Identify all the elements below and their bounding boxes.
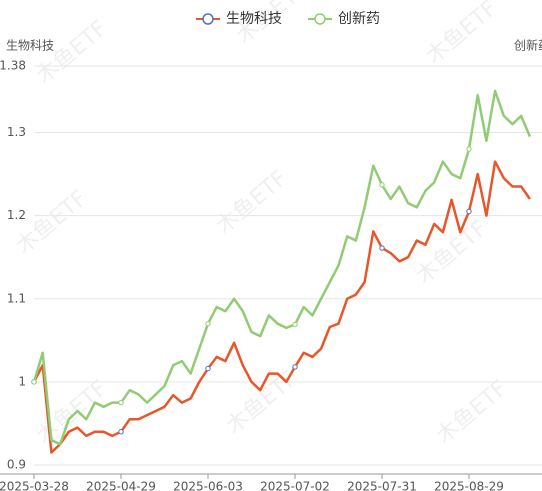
legend-icon — [202, 13, 214, 25]
watermark: 木鱼ETF — [432, 376, 512, 449]
point-marker — [205, 365, 211, 372]
y-axis-label: 生物科技 — [6, 39, 54, 53]
y-tick-label: 1 — [18, 374, 26, 388]
x-tick-label: 2025-08-29 — [434, 480, 504, 491]
point-marker — [379, 182, 385, 188]
y-tick-label: 1.1 — [7, 291, 26, 305]
x-tick-label: 2025-07-02 — [260, 480, 330, 491]
watermark: 木鱼ETF — [12, 186, 92, 259]
watermark: 木鱼ETF — [422, 0, 502, 69]
legend-label: 创新药 — [338, 11, 380, 27]
x-tick-label: 2025-04-29 — [86, 480, 156, 491]
legend-label: 生物科技 — [226, 11, 282, 27]
x-tick-label: 2025-03-28 — [0, 480, 69, 491]
series-line — [32, 160, 531, 454]
legend-icon — [314, 13, 326, 25]
watermark: 木鱼ETF — [212, 166, 292, 239]
y2-axis-label: 创新药 — [514, 38, 542, 53]
point-marker — [292, 364, 298, 370]
point-marker — [379, 245, 385, 251]
x-tick-label: 2025-06-03 — [173, 480, 243, 491]
point-marker — [118, 399, 124, 406]
y-tick-label: 1.38 — [0, 59, 26, 73]
point-marker — [466, 146, 472, 152]
point-marker — [292, 321, 298, 328]
point-marker — [466, 208, 472, 215]
y-tick-label: 0.9 — [7, 458, 26, 472]
watermark: 木鱼ETF — [412, 216, 492, 289]
x-tick-label: 2025-07-31 — [347, 480, 417, 491]
point-marker — [205, 320, 211, 327]
y-tick-label: 1.3 — [7, 125, 26, 139]
point-marker — [31, 379, 37, 385]
y-tick-label: 1.2 — [7, 208, 26, 222]
point-marker — [118, 429, 124, 435]
series-line — [32, 89, 532, 446]
watermark: 木鱼ETF — [32, 16, 112, 89]
